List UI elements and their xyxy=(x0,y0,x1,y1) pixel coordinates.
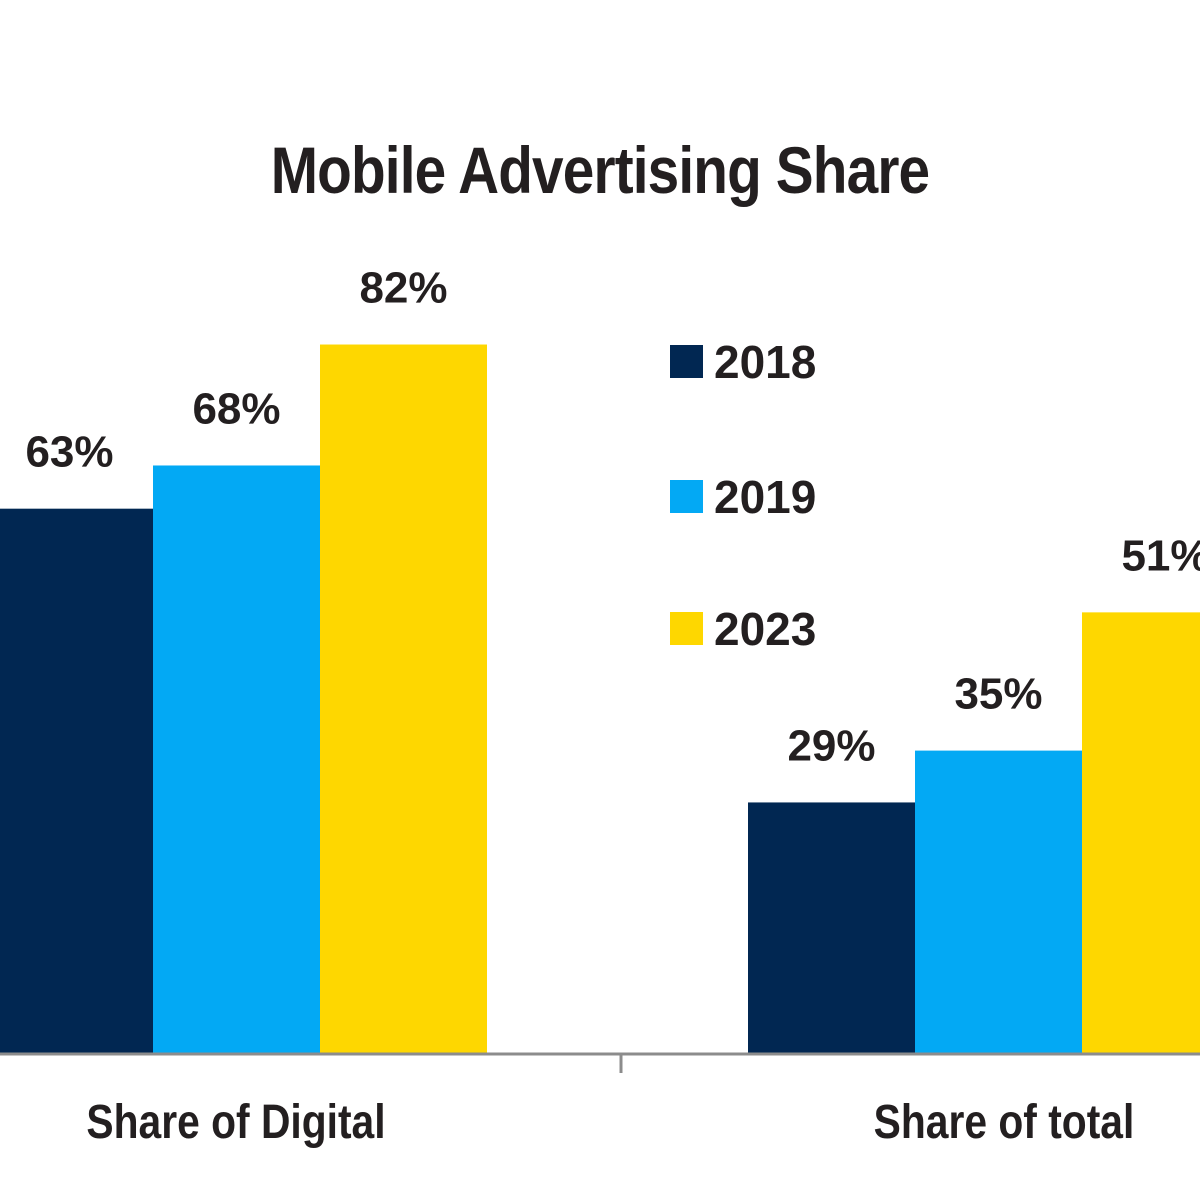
data-label: 35% xyxy=(954,670,1042,719)
legend: 2018 2019 2023 xyxy=(670,336,816,655)
data-label: 68% xyxy=(192,384,280,433)
bar-2019-share-of-digital xyxy=(153,465,320,1054)
bar-2023-share-of-total xyxy=(1082,612,1200,1053)
data-label: 51% xyxy=(1121,531,1200,580)
category-label: Share of total xyxy=(874,1096,1135,1149)
bar-2023-share-of-digital xyxy=(320,344,487,1053)
legend-label-2018: 2018 xyxy=(714,336,816,388)
bars-layer xyxy=(0,344,1200,1054)
legend-label-2023: 2023 xyxy=(714,603,816,655)
bar-2018-share-of-total xyxy=(748,802,915,1053)
legend-swatch-2023 xyxy=(670,612,703,645)
legend-label-2019: 2019 xyxy=(714,471,816,523)
data-label: 82% xyxy=(359,264,447,313)
bar-2018-share-of-digital xyxy=(0,508,153,1053)
data-label: 63% xyxy=(25,428,113,477)
category-label: Share of Digital xyxy=(86,1096,385,1149)
data-label: 29% xyxy=(787,721,875,770)
chart-title: Mobile Advertising Share xyxy=(270,133,930,207)
legend-swatch-2019 xyxy=(670,480,703,513)
legend-swatch-2018 xyxy=(670,345,703,378)
data-labels-layer: 63% 68% 82% 29% 35% 51% xyxy=(25,264,1200,771)
x-axis: Share of Digital Share of total xyxy=(0,1052,1200,1149)
bar-2019-share-of-total xyxy=(915,750,1082,1053)
